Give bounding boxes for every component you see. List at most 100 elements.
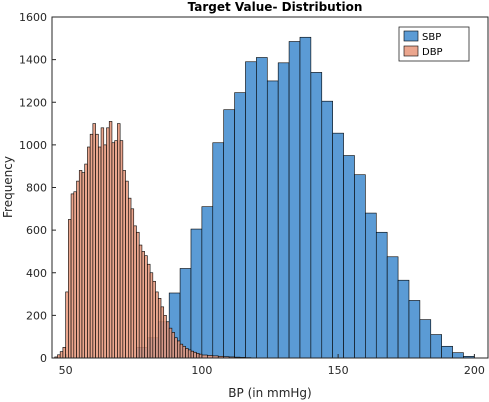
bar-dbp — [163, 315, 167, 359]
bar-dbp — [73, 191, 77, 359]
y-axis: 0 200 400 600 800 1000 1200 1400 1600 — [19, 11, 56, 365]
x-tick-label: 100 — [191, 364, 212, 377]
bar-dbp — [100, 127, 105, 359]
y-tick-label: 1600 — [19, 11, 47, 24]
bar-dbp — [122, 170, 126, 359]
bar-dbp — [108, 121, 113, 359]
bar-sbp — [190, 228, 203, 359]
bar-dbp — [119, 140, 124, 359]
bar-dbp — [152, 280, 156, 359]
bar-dbp — [157, 298, 162, 359]
y-tick-label: 600 — [26, 224, 47, 237]
bar-sbp — [332, 132, 344, 359]
bar-dbp — [171, 332, 175, 359]
bar-dbp — [92, 123, 96, 359]
bar-dbp — [98, 146, 102, 359]
bar-sbp — [419, 319, 432, 359]
bar-dbp — [166, 321, 170, 359]
y-tick-label: 400 — [26, 267, 47, 280]
bar-dbp — [117, 123, 121, 359]
bar-dbp — [136, 231, 140, 359]
legend-label-dbp: DBP — [422, 47, 443, 58]
bar-dbp — [133, 225, 137, 359]
y-tick-label: 1400 — [19, 54, 47, 67]
bar-sbp — [386, 256, 399, 359]
bar-sbp — [288, 41, 301, 359]
bar-dbp — [59, 351, 64, 359]
bar-sbp — [234, 92, 246, 359]
chart-title: Target Value- Distribution — [188, 0, 363, 14]
y-axis-label: Frequency — [1, 156, 15, 218]
x-tick-label: 50 — [59, 364, 73, 377]
bar-dbp — [89, 133, 94, 359]
y-tick-label: 0 — [40, 352, 47, 365]
bar-dbp — [81, 172, 85, 359]
bar-dbp — [138, 244, 143, 359]
bar-sbp — [256, 57, 268, 359]
series-sbp — [136, 36, 475, 359]
bar-sbp — [266, 80, 279, 359]
bar-dbp — [141, 251, 145, 359]
bar-sbp — [365, 212, 377, 359]
bar-dbp — [114, 140, 118, 359]
bar-dbp — [177, 340, 181, 359]
bar-dbp — [87, 146, 91, 359]
bar-dbp — [70, 193, 75, 359]
bar-dbp — [147, 263, 151, 359]
bar-dbp — [65, 291, 69, 359]
bar-sbp — [408, 300, 421, 359]
legend-swatch-dbp — [403, 45, 419, 57]
bar-sbp — [354, 174, 366, 359]
bar-dbp — [187, 349, 192, 359]
bar-sbp — [452, 352, 464, 359]
bar-sbp — [321, 100, 333, 359]
bar-dbp — [95, 133, 99, 359]
legend: SBP DBP — [398, 26, 470, 62]
x-tick-label: 200 — [464, 364, 485, 377]
bar-sbp — [375, 231, 388, 359]
plot-area — [54, 36, 475, 359]
legend-label-sbp: SBP — [422, 32, 441, 43]
bar-dbp — [144, 255, 148, 359]
bar-dbp — [168, 327, 173, 359]
bar-sbp — [299, 36, 312, 359]
y-tick-label: 1200 — [19, 96, 47, 109]
bar-dbp — [128, 197, 132, 359]
bar-dbp — [193, 351, 197, 359]
bar-dbp — [78, 170, 83, 359]
y-tick-label: 200 — [26, 309, 47, 322]
bar-dbp — [155, 291, 159, 359]
bar-sbp — [430, 334, 442, 359]
y-tick-label: 800 — [26, 182, 47, 195]
bar-dbp — [185, 348, 189, 359]
bar-sbp — [212, 142, 224, 359]
bar-dbp — [174, 337, 178, 359]
x-axis: 50 100 150 200 — [59, 354, 485, 377]
bar-dbp — [160, 306, 165, 359]
series-dbp — [54, 121, 257, 359]
legend-swatch-sbp — [403, 30, 419, 42]
bar-sbp — [441, 345, 453, 359]
bar-dbp — [149, 272, 154, 359]
bar-sbp — [277, 62, 290, 359]
bar-sbp — [343, 155, 355, 359]
bar-dbp — [76, 180, 80, 359]
bar-dbp — [103, 144, 107, 359]
bar-sbp — [245, 61, 257, 359]
bar-dbp — [182, 345, 186, 359]
bar-sbp — [397, 279, 410, 359]
y-tick-label: 1000 — [19, 139, 47, 152]
bar-sbp — [310, 72, 323, 359]
bar-dbp — [111, 142, 115, 359]
x-tick-label: 150 — [328, 364, 349, 377]
bar-dbp — [190, 350, 195, 359]
bar-sbp — [201, 206, 214, 359]
bar-sbp — [223, 109, 235, 359]
bar-dbp — [106, 127, 110, 359]
bar-dbp — [125, 180, 129, 359]
bar-dbp — [130, 208, 135, 359]
bar-dbp — [68, 219, 72, 359]
bar-dbp — [196, 353, 200, 359]
x-axis-label: BP (in mmHg) — [228, 386, 311, 400]
